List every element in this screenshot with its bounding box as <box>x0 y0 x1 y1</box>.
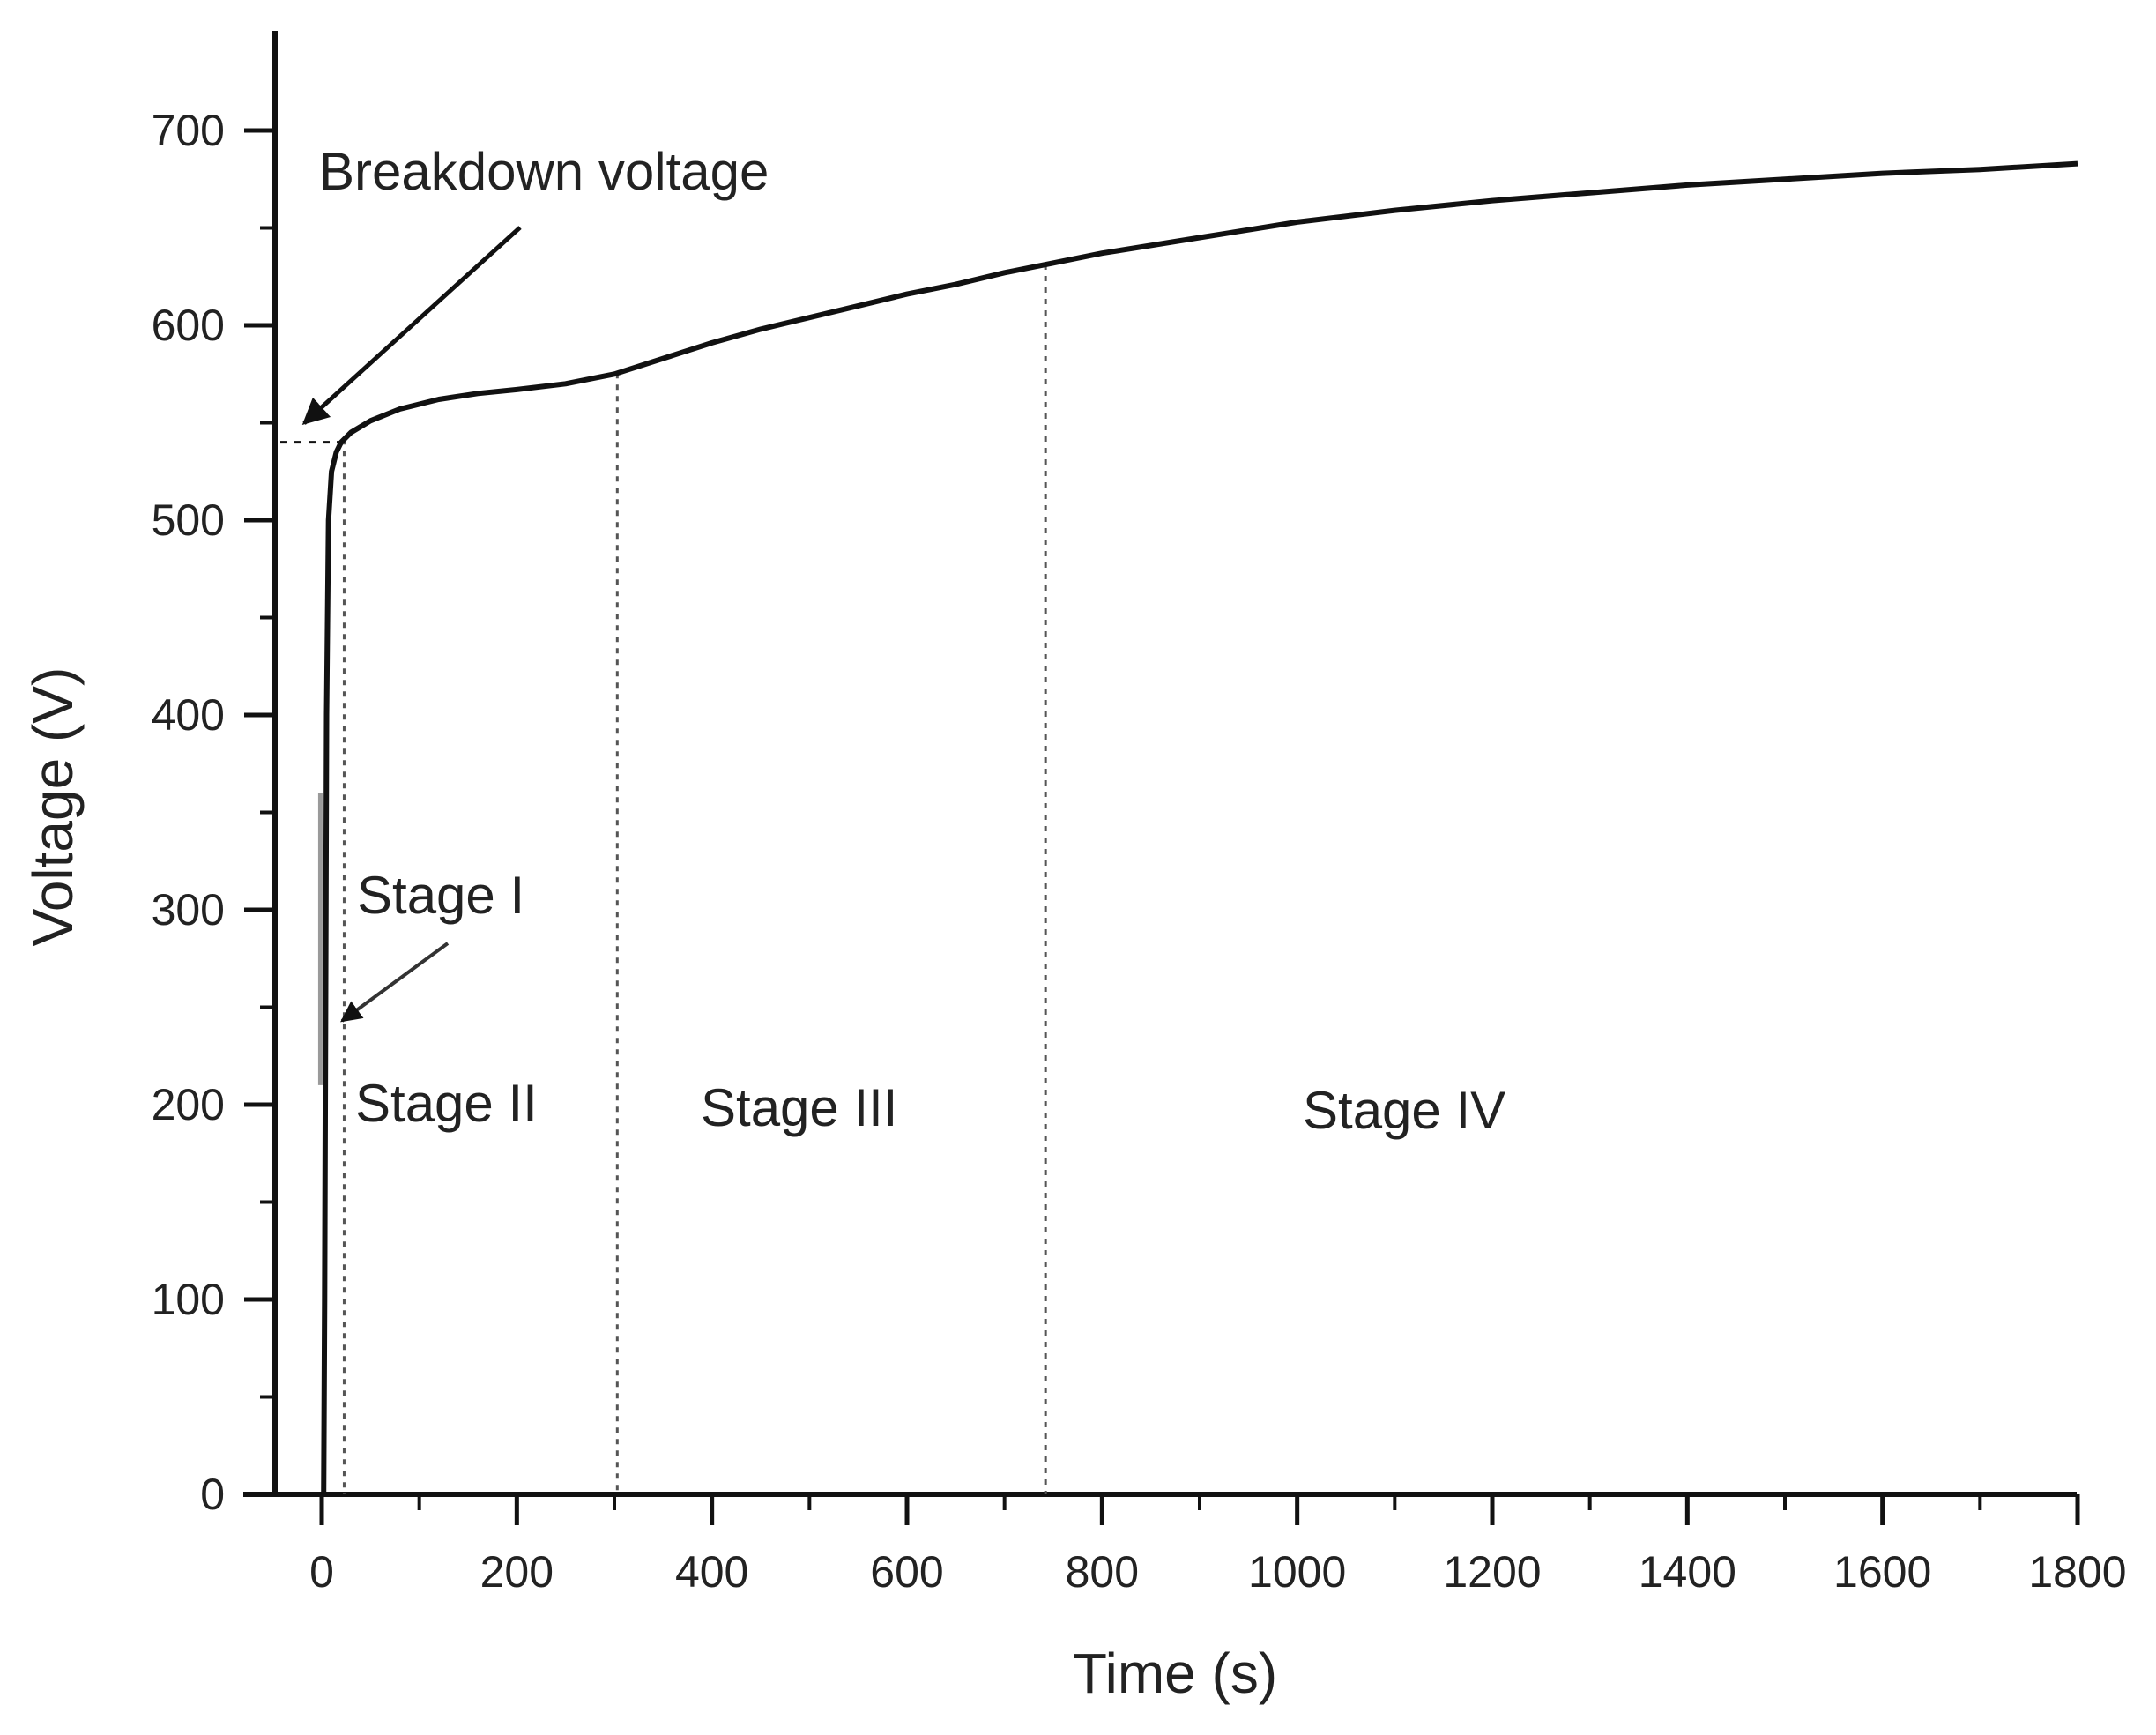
x-tick-label: 800 <box>1066 1547 1139 1597</box>
y-ticks: 0 100 200 300 400 500 600 700 <box>152 106 275 1519</box>
breakdown-arrow <box>301 226 522 426</box>
annotation-stage-4: Stage IV <box>1303 1081 1505 1140</box>
y-tick-label: 500 <box>152 495 225 545</box>
x-tick-label: 0 <box>309 1547 334 1597</box>
x-tick-label: 200 <box>480 1547 554 1597</box>
x-tick-label: 1200 <box>1443 1547 1541 1597</box>
stage-boundary-lines <box>342 264 1047 1494</box>
y-tick-label: 600 <box>152 301 225 350</box>
series-line-voltage <box>321 160 2078 1495</box>
annotation-breakdown-voltage: Breakdown voltage <box>319 142 769 201</box>
y-tick-label: 200 <box>152 1080 225 1129</box>
stage1-arrow <box>340 942 450 1023</box>
x-tick-label: 600 <box>870 1547 943 1597</box>
x-tick-label: 400 <box>675 1547 748 1597</box>
x-tick-label: 1600 <box>1833 1547 1931 1597</box>
y-tick-label: 300 <box>152 885 225 935</box>
y-tick-label: 100 <box>152 1275 225 1324</box>
y-tick-label: 0 <box>200 1470 225 1519</box>
y-tick-label: 700 <box>152 106 225 155</box>
x-axis-label: Time (s) <box>1073 1642 1277 1705</box>
annotation-stage-2: Stage II <box>355 1074 538 1133</box>
x-tick-label: 1000 <box>1248 1547 1346 1597</box>
x-ticks: 0 200 400 600 800 1000 1200 1400 1600 1800 <box>309 1494 2127 1597</box>
y-tick-label: 400 <box>152 690 225 740</box>
x-tick-label: 1800 <box>2028 1547 2126 1597</box>
y-axis-label: Voltage (V) <box>21 667 85 947</box>
annotation-stage-3: Stage III <box>701 1078 897 1137</box>
x-tick-label: 1400 <box>1639 1547 1736 1597</box>
annotation-stage-1: Stage I <box>357 866 524 925</box>
